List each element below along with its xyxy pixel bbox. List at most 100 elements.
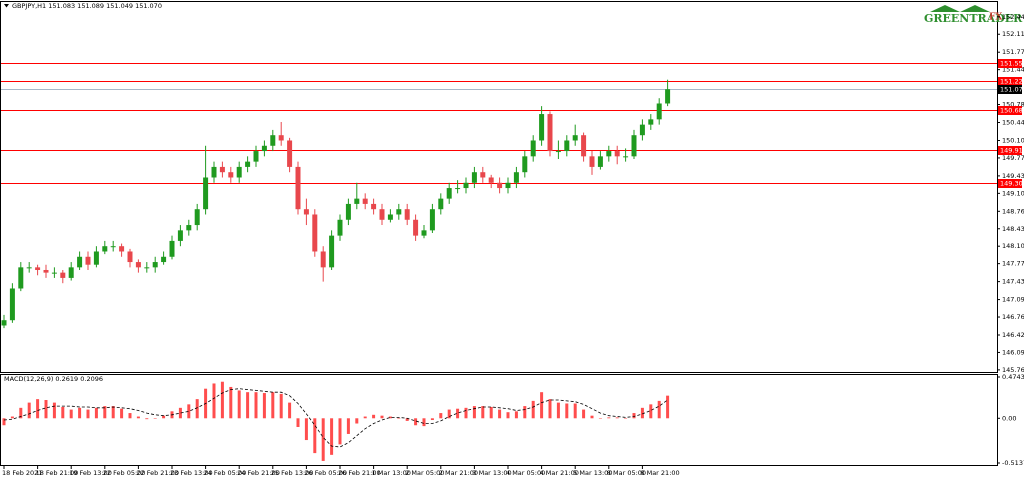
candle-body <box>446 188 452 199</box>
candle-body <box>429 209 435 231</box>
macd-bar <box>556 402 560 419</box>
candle-body <box>119 246 125 252</box>
x-tick-label: 22 Feb 21:00 <box>136 469 179 477</box>
macd-bar <box>346 418 350 434</box>
macd-bar <box>472 406 476 419</box>
candle-body <box>362 198 368 204</box>
macd-bar <box>128 413 132 419</box>
level-label: 149.303 <box>1000 180 1024 188</box>
candle-body <box>396 209 402 215</box>
candle-body <box>295 166 301 210</box>
macd-bar <box>178 407 182 419</box>
macd-bar <box>573 403 577 419</box>
macd-bar <box>330 418 334 455</box>
y-tick-label: 147.430 <box>1002 278 1024 286</box>
macd-bar <box>640 407 644 419</box>
macd-bar <box>464 407 468 419</box>
macd-bar <box>405 418 409 421</box>
level-label: 151.559 <box>1000 60 1024 68</box>
candle-body <box>152 262 158 268</box>
y-tick-label: 151.770 <box>1002 48 1024 56</box>
candle-body <box>253 151 259 162</box>
macd-title: MACD(12,26,9) 0.2619 0.2096 <box>4 375 103 383</box>
macd-bar <box>2 418 6 426</box>
macd-bar <box>590 415 594 419</box>
y-tick-label: 150.100 <box>1002 136 1024 144</box>
macd-bar <box>430 418 434 421</box>
candle-body <box>194 209 200 226</box>
x-tick-label: 1 Mar 13:00 <box>372 469 411 477</box>
x-tick-label: 8 Mar 21:00 <box>640 469 679 477</box>
x-tick-label: 4 Mar 21:00 <box>540 469 579 477</box>
signal-line <box>3 388 668 448</box>
y-tick-label: 146.760 <box>1002 313 1024 321</box>
macd-bar <box>27 402 31 419</box>
macd-bar <box>313 418 317 454</box>
candle-body <box>161 256 167 263</box>
y-tick-label: 0.00 <box>1002 414 1016 422</box>
candle-body <box>488 177 494 183</box>
candle-body <box>270 135 276 146</box>
macd-bar <box>220 381 224 419</box>
level-label-bg <box>998 146 1022 155</box>
macd-bar <box>523 406 527 419</box>
macd-bar <box>615 417 619 419</box>
candle-body <box>127 251 133 263</box>
level-label: 150.685 <box>1000 107 1024 115</box>
y-tick-label: 149.430 <box>1002 172 1024 180</box>
x-tick-label: 5 Mar 13:00 <box>573 469 612 477</box>
x-tick-label: 24 Feb 05:00 <box>204 469 247 477</box>
macd-bar <box>19 407 23 419</box>
candle-body <box>26 267 32 269</box>
candle-body <box>413 219 419 236</box>
macd-bar <box>363 416 367 419</box>
macd-bar <box>279 393 283 419</box>
candle-body <box>404 209 410 220</box>
candle-body <box>169 240 175 257</box>
y-tick-label: 148.430 <box>1002 225 1024 233</box>
candle-body <box>320 251 326 268</box>
candle-body <box>110 246 116 248</box>
candle-body <box>9 288 15 321</box>
candle-body <box>203 177 209 210</box>
macd-bar <box>355 418 359 424</box>
candle-body <box>245 161 251 167</box>
candle-body <box>455 188 461 190</box>
macd-bar <box>481 406 485 419</box>
macd-bar <box>456 408 460 419</box>
candle-body <box>186 225 192 231</box>
macd-bar <box>666 395 670 419</box>
candle-body <box>665 89 671 104</box>
x-tick-label: 26 Feb 21:00 <box>338 469 381 477</box>
candle-body <box>135 262 141 268</box>
y-tick-label: 146.090 <box>1002 348 1024 356</box>
level-label: 151.224 <box>1000 78 1024 86</box>
macd-bar <box>86 409 90 419</box>
macd-bar <box>36 399 40 419</box>
level-label-bg <box>998 59 1022 68</box>
macd-bar <box>296 418 300 427</box>
macd-bar <box>262 393 266 419</box>
y-tick-label: 150.780 <box>1002 101 1024 109</box>
x-tick-label: 25 Feb 13:00 <box>271 469 314 477</box>
macd-bar <box>61 406 65 419</box>
macd-bar <box>498 409 502 419</box>
candle-body <box>77 256 83 268</box>
y-tick-label: 147.090 <box>1002 296 1024 304</box>
y-tick-label: -0.5137 <box>1002 459 1024 467</box>
candle-body <box>177 230 183 241</box>
level-label-bg <box>998 179 1022 188</box>
candle-body <box>303 209 309 215</box>
y-tick-label: 145.760 <box>1002 366 1024 374</box>
candle-body <box>144 267 150 269</box>
macd-bar <box>598 418 602 419</box>
macd-bar <box>120 408 124 419</box>
candle-body <box>102 246 108 252</box>
x-tick-label: 18 Feb 2021 <box>2 469 42 477</box>
macd-bar <box>649 404 653 419</box>
level-label-bg <box>998 106 1022 115</box>
candle-body <box>18 267 24 289</box>
candle-body <box>51 272 57 274</box>
macd-bar <box>372 414 376 419</box>
